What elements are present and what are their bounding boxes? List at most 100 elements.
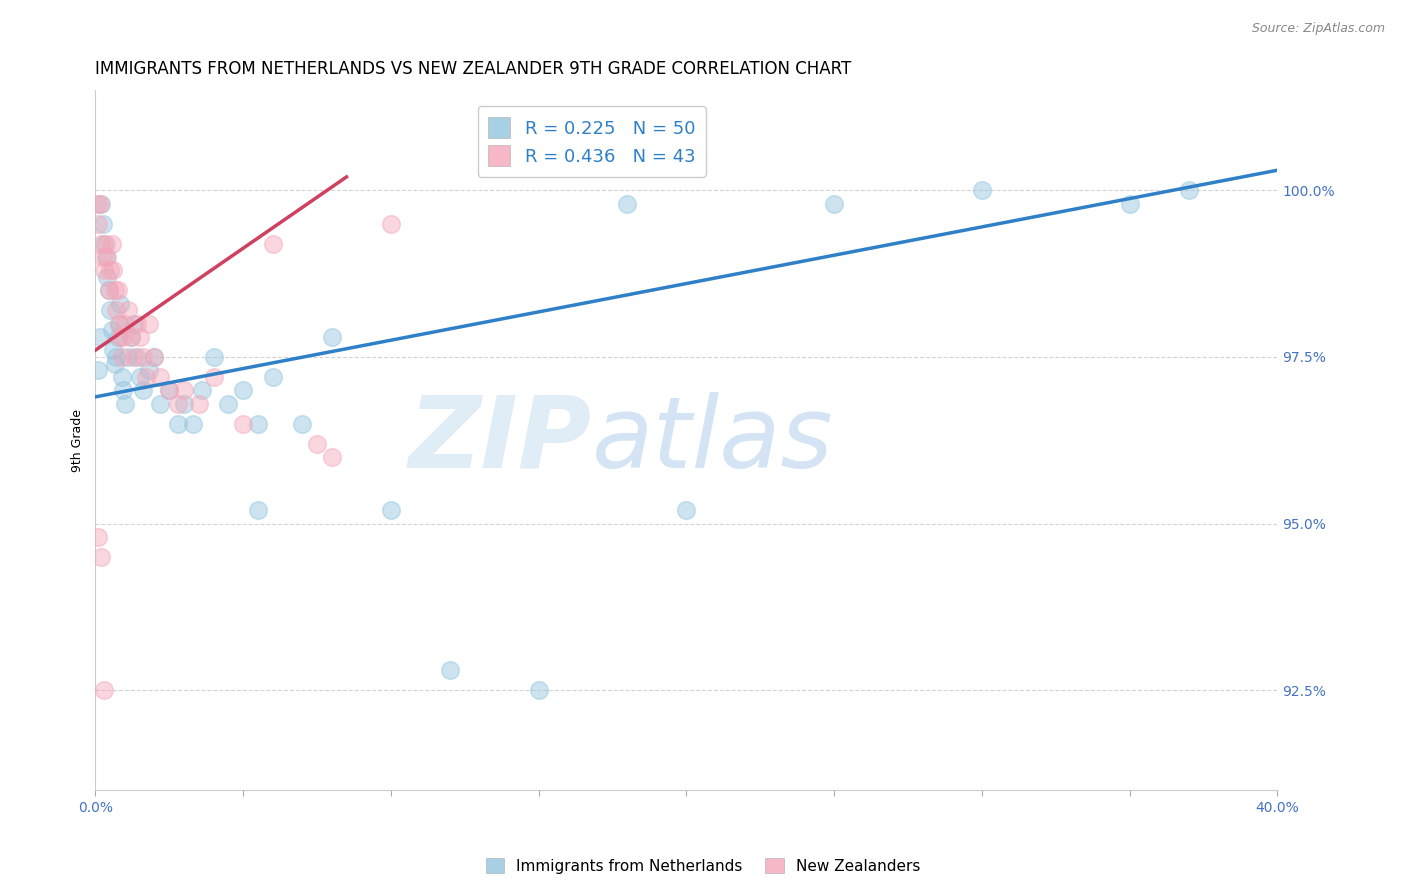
- Point: [125, 350, 148, 364]
- Point: [87, 363, 110, 377]
- Text: IMMIGRANTS FROM NETHERLANDS VS NEW ZEALANDER 9TH GRADE CORRELATION CHART: IMMIGRANTS FROM NETHERLANDS VS NEW ZEALA…: [96, 60, 852, 78]
- Point: [90, 549, 112, 564]
- Point: [100, 236, 122, 251]
- Point: [120, 330, 142, 344]
- Point: [120, 330, 142, 344]
- Point: [110, 330, 132, 344]
- Point: [94, 250, 117, 264]
- Point: [114, 396, 136, 410]
- Point: [138, 317, 160, 331]
- Legend: R = 0.225   N = 50, R = 0.436   N = 43: R = 0.225 N = 50, R = 0.436 N = 43: [478, 106, 706, 177]
- Point: [93, 683, 115, 698]
- Point: [101, 263, 124, 277]
- Text: atlas: atlas: [592, 392, 834, 489]
- Point: [93, 263, 115, 277]
- Point: [111, 370, 134, 384]
- Point: [217, 396, 239, 410]
- Point: [380, 217, 402, 231]
- Point: [143, 350, 166, 364]
- Point: [1177, 183, 1199, 197]
- Point: [112, 330, 135, 344]
- Text: ZIP: ZIP: [409, 392, 592, 489]
- Point: [291, 417, 314, 431]
- Point: [439, 663, 461, 677]
- Y-axis label: 9th Grade: 9th Grade: [72, 409, 84, 472]
- Point: [131, 350, 153, 364]
- Point: [246, 503, 269, 517]
- Point: [143, 350, 166, 364]
- Point: [87, 217, 110, 231]
- Point: [1118, 196, 1140, 211]
- Point: [173, 396, 195, 410]
- Point: [108, 317, 131, 331]
- Point: [321, 330, 343, 344]
- Legend: Immigrants from Netherlands, New Zealanders: Immigrants from Netherlands, New Zealand…: [479, 852, 927, 880]
- Point: [122, 317, 145, 331]
- Point: [527, 683, 550, 698]
- Point: [167, 396, 190, 410]
- Point: [105, 303, 128, 318]
- Point: [128, 330, 150, 344]
- Point: [149, 396, 172, 410]
- Point: [321, 450, 343, 464]
- Point: [91, 250, 114, 264]
- Point: [138, 363, 160, 377]
- Point: [94, 236, 117, 251]
- Point: [97, 283, 120, 297]
- Point: [107, 283, 129, 297]
- Point: [157, 383, 180, 397]
- Point: [90, 196, 112, 211]
- Point: [128, 370, 150, 384]
- Point: [262, 370, 284, 384]
- Point: [131, 383, 153, 397]
- Point: [675, 503, 697, 517]
- Point: [100, 323, 122, 337]
- Point: [105, 350, 128, 364]
- Point: [823, 196, 845, 211]
- Point: [98, 303, 121, 318]
- Point: [122, 350, 145, 364]
- Point: [232, 383, 254, 397]
- Point: [96, 250, 118, 264]
- Point: [112, 383, 135, 397]
- Point: [167, 417, 190, 431]
- Point: [202, 350, 225, 364]
- Point: [89, 196, 111, 211]
- Point: [93, 236, 115, 251]
- Point: [86, 196, 108, 211]
- Point: [616, 196, 638, 211]
- Point: [187, 396, 209, 410]
- Point: [173, 383, 195, 397]
- Point: [190, 383, 212, 397]
- Point: [108, 317, 131, 331]
- Text: Source: ZipAtlas.com: Source: ZipAtlas.com: [1251, 22, 1385, 36]
- Point: [181, 417, 204, 431]
- Point: [117, 303, 139, 318]
- Point: [202, 370, 225, 384]
- Point: [103, 357, 125, 371]
- Point: [149, 370, 172, 384]
- Point: [89, 330, 111, 344]
- Point: [246, 417, 269, 431]
- Point: [98, 263, 121, 277]
- Point: [117, 350, 139, 364]
- Point: [90, 236, 112, 251]
- Point: [97, 283, 120, 297]
- Point: [107, 330, 129, 344]
- Point: [91, 217, 114, 231]
- Point: [157, 383, 180, 397]
- Point: [380, 503, 402, 517]
- Point: [101, 343, 124, 358]
- Point: [103, 283, 125, 297]
- Point: [125, 317, 148, 331]
- Point: [135, 370, 157, 384]
- Point: [110, 296, 132, 310]
- Point: [86, 530, 108, 544]
- Point: [232, 417, 254, 431]
- Point: [305, 436, 328, 450]
- Point: [111, 350, 134, 364]
- Point: [96, 269, 118, 284]
- Point: [114, 317, 136, 331]
- Point: [970, 183, 993, 197]
- Point: [262, 236, 284, 251]
